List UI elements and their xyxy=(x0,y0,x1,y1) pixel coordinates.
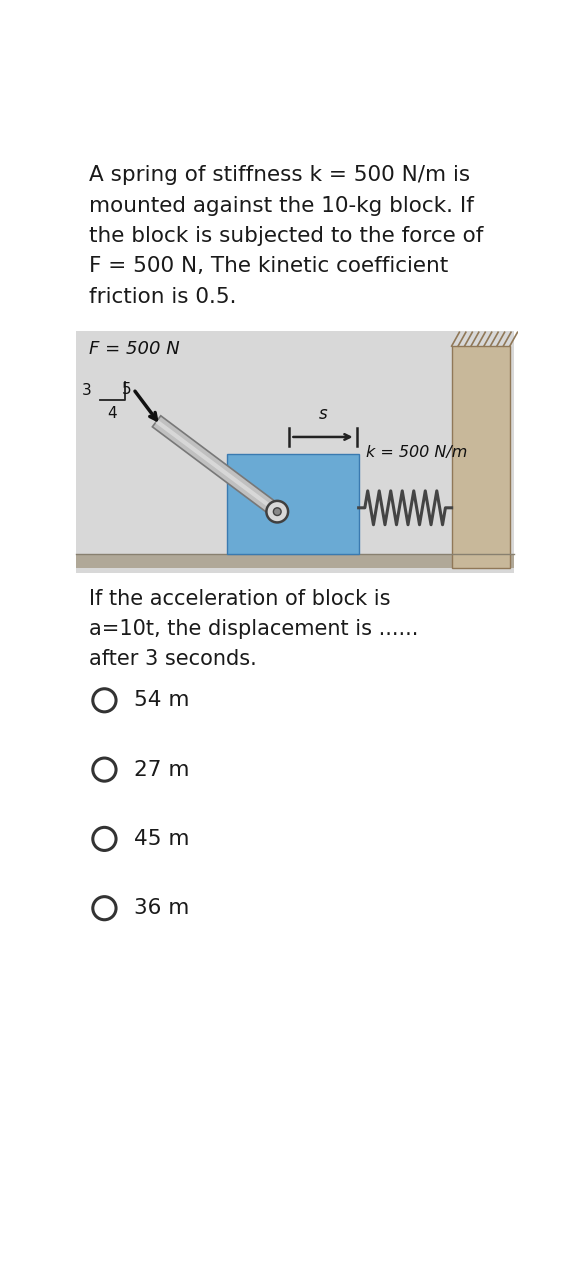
Polygon shape xyxy=(152,416,281,517)
Bar xyxy=(76,554,513,568)
Text: 4: 4 xyxy=(108,406,117,421)
Text: 54 m: 54 m xyxy=(134,690,189,710)
Text: F = 500 N: F = 500 N xyxy=(89,340,179,358)
Bar xyxy=(451,346,510,568)
Text: A spring of stiffness k = 500 N/m is
mounted against the 10-kg block. If
the blo: A spring of stiffness k = 500 N/m is mou… xyxy=(89,165,484,307)
Bar xyxy=(227,454,359,554)
Text: 36 m: 36 m xyxy=(134,899,189,918)
Polygon shape xyxy=(155,420,278,513)
Text: k = 500 N/m: k = 500 N/m xyxy=(366,444,467,460)
Circle shape xyxy=(273,508,281,516)
Bar xyxy=(76,330,513,573)
Circle shape xyxy=(266,500,288,522)
Text: 27 m: 27 m xyxy=(134,759,189,780)
Text: 45 m: 45 m xyxy=(134,829,189,849)
Text: 3: 3 xyxy=(82,383,92,398)
Text: 5: 5 xyxy=(121,381,131,397)
Text: s: s xyxy=(319,404,327,424)
Text: If the acceleration of block is
a=10t, the displacement is ......
after 3 second: If the acceleration of block is a=10t, t… xyxy=(89,589,418,669)
